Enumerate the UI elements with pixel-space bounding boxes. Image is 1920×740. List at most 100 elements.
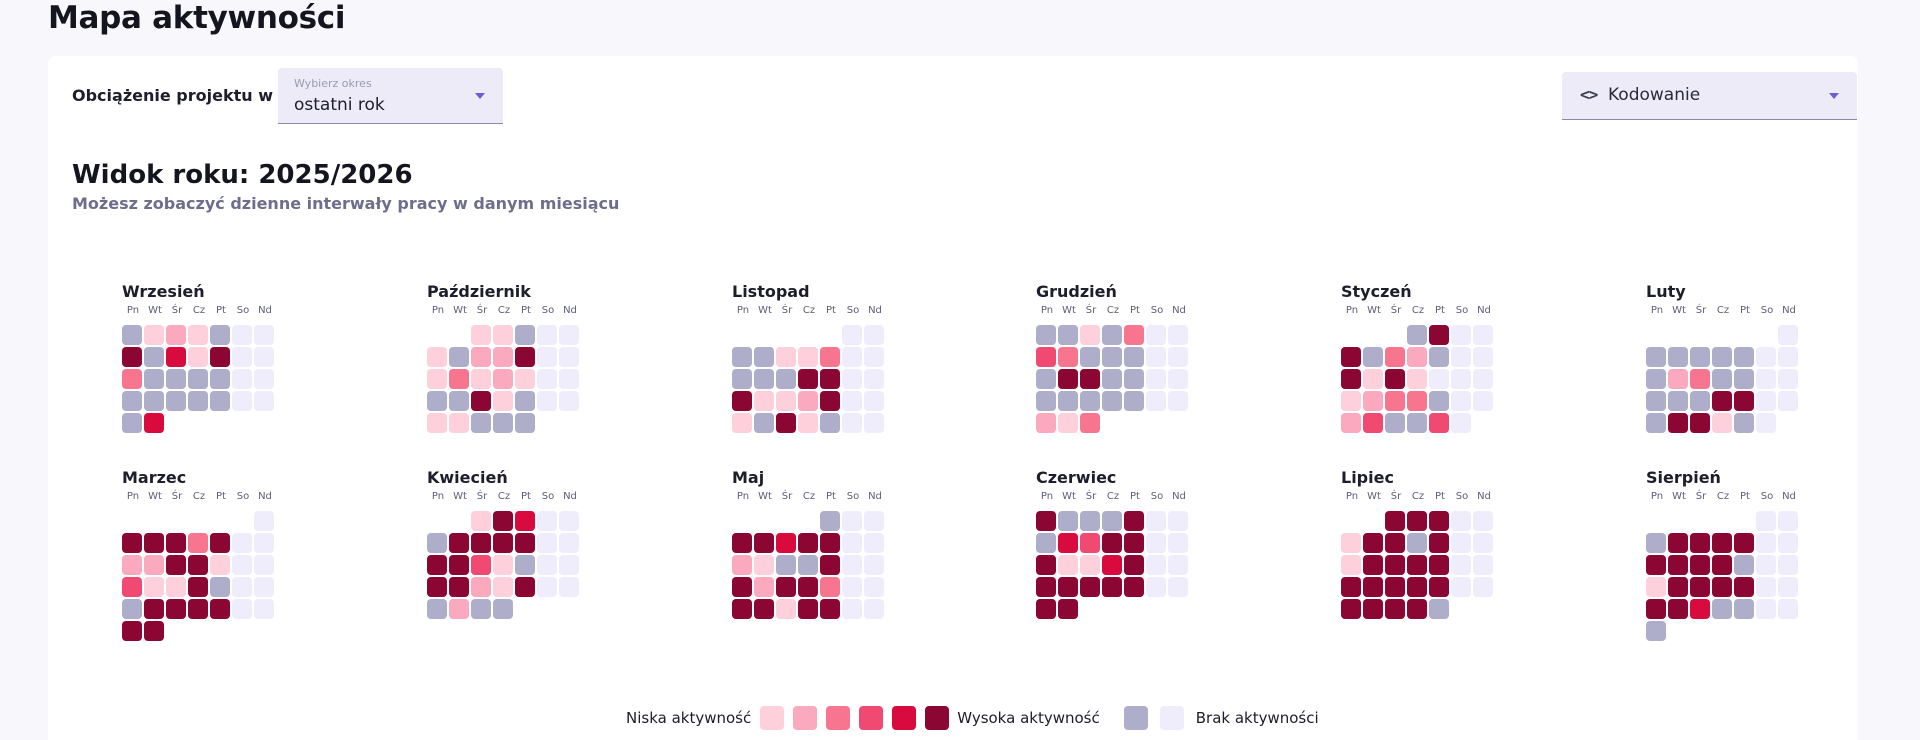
- day-cell[interactable]: [493, 347, 513, 367]
- day-cell[interactable]: [754, 555, 774, 575]
- day-cell[interactable]: [493, 391, 513, 411]
- day-cell[interactable]: [471, 533, 491, 553]
- day-cell[interactable]: [842, 555, 862, 575]
- day-cell[interactable]: [864, 325, 884, 345]
- day-cell[interactable]: [732, 555, 752, 575]
- day-cell[interactable]: [1429, 599, 1449, 619]
- day-cell[interactable]: [1778, 511, 1798, 531]
- day-cell[interactable]: [144, 621, 164, 641]
- day-cell[interactable]: [1451, 533, 1471, 553]
- day-cell[interactable]: [1734, 391, 1754, 411]
- day-cell[interactable]: [427, 599, 447, 619]
- day-cell[interactable]: [1451, 577, 1471, 597]
- day-cell[interactable]: [1168, 347, 1188, 367]
- day-cell[interactable]: [1168, 391, 1188, 411]
- day-cell[interactable]: [1058, 347, 1078, 367]
- day-cell[interactable]: [1102, 577, 1122, 597]
- day-cell[interactable]: [144, 577, 164, 597]
- day-cell[interactable]: [122, 599, 142, 619]
- day-cell[interactable]: [1341, 369, 1361, 389]
- day-cell[interactable]: [1363, 347, 1383, 367]
- day-cell[interactable]: [864, 533, 884, 553]
- day-cell[interactable]: [776, 533, 796, 553]
- day-cell[interactable]: [1341, 413, 1361, 433]
- day-cell[interactable]: [493, 325, 513, 345]
- day-cell[interactable]: [1778, 577, 1798, 597]
- day-cell[interactable]: [1124, 555, 1144, 575]
- day-cell[interactable]: [820, 413, 840, 433]
- day-cell[interactable]: [449, 555, 469, 575]
- day-cell[interactable]: [754, 347, 774, 367]
- day-cell[interactable]: [427, 533, 447, 553]
- day-cell[interactable]: [1690, 577, 1710, 597]
- day-cell[interactable]: [1102, 347, 1122, 367]
- day-cell[interactable]: [1080, 533, 1100, 553]
- day-cell[interactable]: [254, 369, 274, 389]
- day-cell[interactable]: [1080, 325, 1100, 345]
- day-cell[interactable]: [754, 577, 774, 597]
- day-cell[interactable]: [537, 369, 557, 389]
- day-cell[interactable]: [1146, 369, 1166, 389]
- day-cell[interactable]: [188, 533, 208, 553]
- day-cell[interactable]: [1429, 413, 1449, 433]
- day-cell[interactable]: [1690, 533, 1710, 553]
- day-cell[interactable]: [1668, 369, 1688, 389]
- day-cell[interactable]: [188, 555, 208, 575]
- day-cell[interactable]: [1734, 347, 1754, 367]
- day-cell[interactable]: [732, 391, 752, 411]
- day-cell[interactable]: [1124, 533, 1144, 553]
- day-cell[interactable]: [1363, 413, 1383, 433]
- day-cell[interactable]: [1712, 347, 1732, 367]
- day-cell[interactable]: [1036, 413, 1056, 433]
- day-cell[interactable]: [122, 325, 142, 345]
- day-cell[interactable]: [754, 533, 774, 553]
- day-cell[interactable]: [842, 369, 862, 389]
- day-cell[interactable]: [1146, 325, 1166, 345]
- day-cell[interactable]: [1080, 555, 1100, 575]
- day-cell[interactable]: [210, 347, 230, 367]
- day-cell[interactable]: [427, 369, 447, 389]
- day-cell[interactable]: [166, 599, 186, 619]
- day-cell[interactable]: [1036, 347, 1056, 367]
- day-cell[interactable]: [166, 577, 186, 597]
- day-cell[interactable]: [144, 369, 164, 389]
- day-cell[interactable]: [449, 391, 469, 411]
- day-cell[interactable]: [449, 413, 469, 433]
- day-cell[interactable]: [210, 533, 230, 553]
- day-cell[interactable]: [1058, 555, 1078, 575]
- day-cell[interactable]: [559, 533, 579, 553]
- day-cell[interactable]: [1385, 511, 1405, 531]
- day-cell[interactable]: [1756, 347, 1776, 367]
- day-cell[interactable]: [1385, 599, 1405, 619]
- day-cell[interactable]: [144, 413, 164, 433]
- day-cell[interactable]: [1146, 555, 1166, 575]
- day-cell[interactable]: [1146, 511, 1166, 531]
- day-cell[interactable]: [754, 391, 774, 411]
- day-cell[interactable]: [515, 413, 535, 433]
- day-cell[interactable]: [471, 555, 491, 575]
- day-cell[interactable]: [1363, 391, 1383, 411]
- day-cell[interactable]: [515, 369, 535, 389]
- day-cell[interactable]: [166, 347, 186, 367]
- day-cell[interactable]: [471, 391, 491, 411]
- day-cell[interactable]: [1407, 577, 1427, 597]
- day-cell[interactable]: [471, 599, 491, 619]
- day-cell[interactable]: [1646, 413, 1666, 433]
- day-cell[interactable]: [1407, 533, 1427, 553]
- day-cell[interactable]: [471, 347, 491, 367]
- day-cell[interactable]: [864, 413, 884, 433]
- day-cell[interactable]: [864, 369, 884, 389]
- day-cell[interactable]: [1451, 391, 1471, 411]
- day-cell[interactable]: [1756, 413, 1776, 433]
- day-cell[interactable]: [471, 325, 491, 345]
- day-cell[interactable]: [1407, 413, 1427, 433]
- day-cell[interactable]: [1036, 511, 1056, 531]
- day-cell[interactable]: [210, 577, 230, 597]
- day-cell[interactable]: [122, 577, 142, 597]
- day-cell[interactable]: [1407, 347, 1427, 367]
- day-cell[interactable]: [515, 577, 535, 597]
- day-cell[interactable]: [1036, 555, 1056, 575]
- day-cell[interactable]: [537, 391, 557, 411]
- day-cell[interactable]: [1429, 347, 1449, 367]
- day-cell[interactable]: [820, 599, 840, 619]
